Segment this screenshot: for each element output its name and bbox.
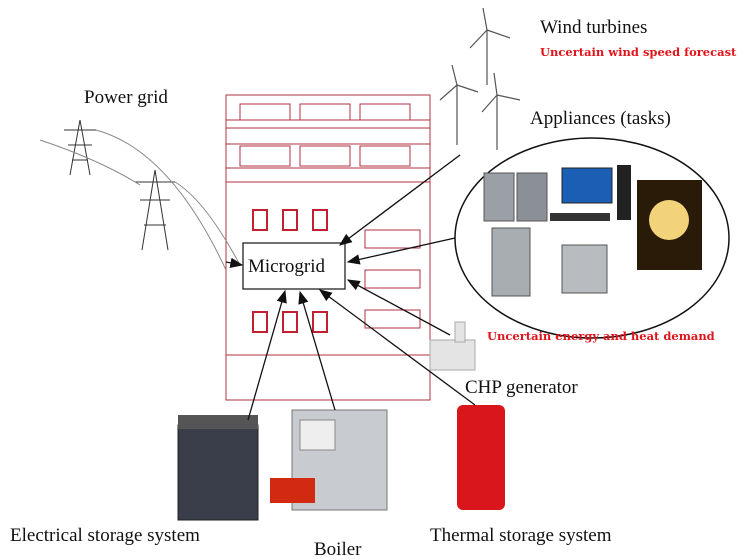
thermal-tank <box>457 405 505 510</box>
label: Electrical storage system <box>10 525 200 546</box>
battery <box>177 415 259 521</box>
annotation: Uncertain energy and heat demand <box>487 329 715 343</box>
label: Boiler <box>314 539 362 560</box>
appliances <box>483 165 702 297</box>
label: CHP generator <box>465 377 578 398</box>
label: Wind turbines <box>540 17 647 38</box>
arrows <box>225 154 476 421</box>
label: Appliances (tasks) <box>530 108 671 129</box>
building <box>225 94 431 401</box>
label: Power grid <box>84 87 168 108</box>
label: Microgrid <box>248 256 326 277</box>
pylons <box>39 119 241 271</box>
wind-turbines <box>439 7 521 150</box>
microgrid-box <box>242 242 346 290</box>
chp-generator <box>429 321 476 371</box>
boiler <box>270 409 388 511</box>
annotation: Uncertain wind speed forecast <box>540 45 737 59</box>
label: Thermal storage system <box>430 525 612 546</box>
